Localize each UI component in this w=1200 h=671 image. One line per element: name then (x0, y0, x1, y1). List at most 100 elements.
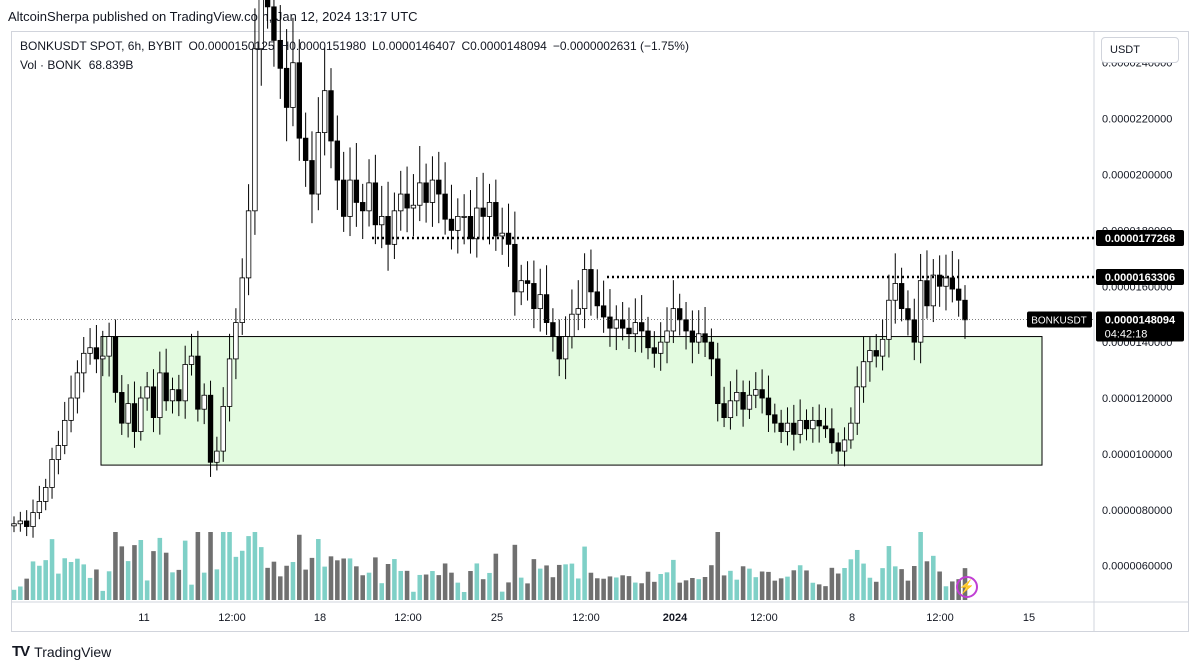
candle-body (924, 280, 930, 307)
volume-bar (81, 564, 87, 600)
volume-bar (518, 577, 524, 600)
volume-bar (487, 572, 492, 600)
volume-bar (49, 539, 55, 600)
candle-body (131, 403, 138, 432)
candle-body (195, 355, 201, 410)
candle-body (854, 386, 860, 424)
candle-body (30, 512, 36, 527)
volume-bar (759, 571, 765, 600)
symbol-legend: BONKUSDT SPOT, 6h, BYBIT O0.0000150125 H0.… (20, 39, 695, 53)
candle-body (626, 327, 632, 335)
candle-body (569, 313, 575, 337)
volume-bar (277, 576, 283, 600)
volume-bar (398, 570, 404, 600)
volume-bar (721, 575, 727, 600)
candle-body (74, 372, 81, 399)
candle-body (474, 207, 480, 240)
candle-body (848, 422, 854, 441)
candle-body (657, 341, 664, 354)
y-tick-label: 0.0000100000 (1102, 449, 1172, 461)
volume-bar (582, 546, 587, 600)
candle-body (214, 450, 220, 463)
candle-body (677, 308, 683, 321)
volume-bar (512, 544, 518, 600)
candle-body (486, 202, 493, 217)
price-chart[interactable]: 0.0000060000 0.0000080000 0.0000100000 0.00… (0, 0, 1200, 640)
volume-bar (144, 580, 150, 600)
volume-bar (531, 559, 537, 600)
volume-bar (804, 570, 809, 600)
candle-body (296, 62, 302, 139)
y-tick-label: 0.0000120000 (1102, 393, 1172, 405)
candle-body (391, 210, 398, 245)
candle-body (708, 341, 715, 360)
volume-bar (620, 575, 625, 600)
volume-bar (537, 568, 543, 600)
candle-body (791, 422, 797, 435)
volume-bar (176, 569, 182, 600)
volume-bar (430, 571, 435, 600)
candle-body (461, 216, 467, 218)
volume-bar (823, 586, 828, 600)
volume-bar (575, 578, 581, 600)
candle-body (562, 336, 569, 360)
candle-body (772, 414, 778, 424)
tradingview-logo[interactable]: TV TradingView (12, 643, 111, 660)
candle-body (816, 419, 822, 427)
volume-bar (861, 563, 866, 600)
candle-body (201, 394, 207, 410)
volume-bar (303, 569, 308, 600)
volume-bar (468, 571, 473, 600)
volume-bar (911, 566, 917, 600)
volume-bar (937, 571, 942, 600)
volume-bar (411, 591, 416, 600)
volume-bar (461, 592, 467, 600)
candle-body (448, 218, 455, 231)
volume-bar (239, 550, 245, 600)
candle-body (512, 243, 518, 293)
candle-body (740, 392, 746, 410)
volume-bar (30, 561, 36, 600)
candle-body (68, 397, 74, 421)
candle-body (226, 358, 233, 407)
candle-body (264, 0, 271, 8)
candle-body (144, 386, 150, 399)
candle-body (721, 403, 727, 418)
volume-bar (151, 551, 156, 600)
candle-body (632, 322, 639, 335)
volume-bar (734, 579, 740, 600)
candle-body (550, 322, 556, 337)
volume-bar (626, 576, 632, 600)
candle-body (245, 210, 252, 279)
candle-body (594, 291, 600, 307)
candle-body (943, 277, 949, 287)
candle-body (11, 523, 17, 527)
price-tag-label: 0.0000177268 (1105, 233, 1175, 245)
candle-body (810, 419, 816, 430)
volume-bar (683, 580, 689, 600)
candle-body (765, 397, 772, 416)
volume-bar (588, 572, 594, 600)
volume-bar (607, 576, 613, 600)
bar-countdown-label: 04:42:18 (1105, 329, 1148, 341)
candle-body (543, 294, 550, 323)
volume-bar (480, 579, 486, 600)
volume-bar (563, 564, 568, 600)
x-tick-label: 15 (1023, 612, 1035, 624)
volume-bar (880, 568, 885, 600)
x-tick-label: 12:00 (218, 612, 246, 624)
volume-bar (43, 560, 48, 600)
volume-bar (94, 569, 99, 600)
currency-selector[interactable]: USDT (1101, 37, 1179, 63)
candle-body (347, 179, 353, 217)
publisher-line: AltcoinSherpa published on TradingView.c… (8, 9, 418, 24)
candle-body (163, 372, 169, 402)
volume-value: 68.839B (88, 58, 134, 72)
volume-bar (347, 558, 353, 600)
volume-bar (163, 552, 169, 600)
volume-bar (791, 570, 797, 600)
lightning-bolt-icon[interactable]: ⚡ (956, 576, 978, 598)
volume-bar (125, 561, 131, 600)
candle-body (803, 419, 810, 430)
candle-body (258, 0, 264, 50)
